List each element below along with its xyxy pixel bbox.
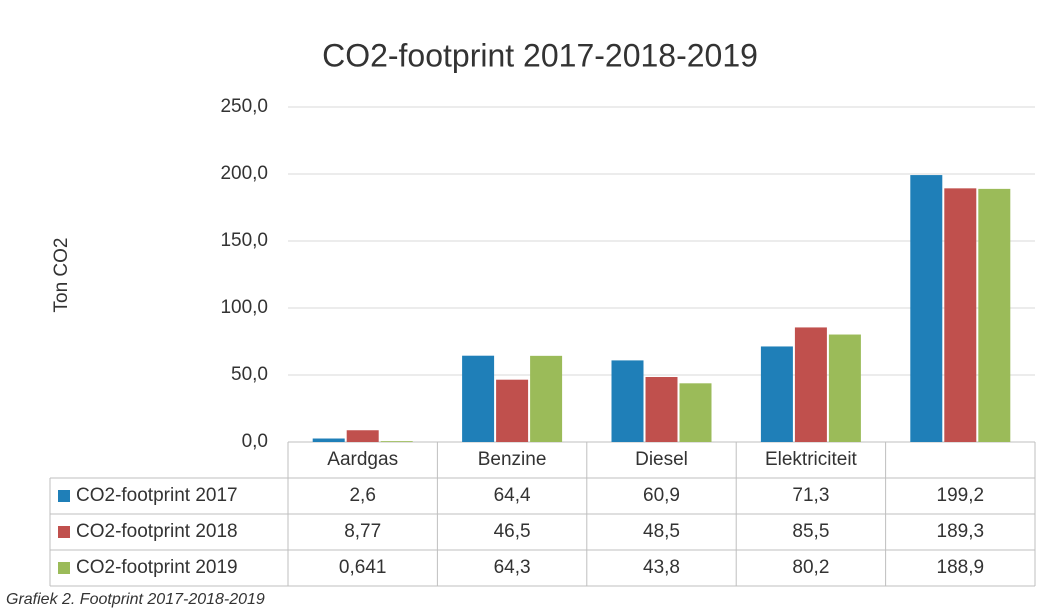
x-tick-label: Elektriciteit — [765, 449, 858, 470]
bar — [312, 438, 345, 442]
table-value: 0,641 — [339, 557, 387, 578]
y-tick-label: 100,0 — [220, 297, 268, 318]
table-value: 43,8 — [643, 557, 680, 578]
y-tick-label: 50,0 — [231, 364, 268, 385]
table-value: 199,2 — [937, 485, 985, 506]
legend-swatch — [58, 562, 70, 574]
bar — [645, 377, 678, 442]
x-tick-label: Aardgas — [327, 449, 398, 470]
table-value: 46,5 — [494, 521, 531, 542]
bar — [828, 334, 861, 442]
bar — [380, 441, 413, 442]
bar — [496, 379, 529, 442]
y-axis-label: Ton CO2 — [51, 238, 72, 313]
y-tick-label: 0,0 — [242, 431, 268, 452]
bar — [611, 360, 644, 442]
bar — [910, 175, 943, 442]
table-value: 60,9 — [643, 485, 680, 506]
y-tick-label: 250,0 — [220, 96, 268, 117]
chart-title: CO2-footprint 2017-2018-2019 — [322, 37, 758, 73]
table-value: 71,3 — [792, 485, 829, 506]
bar — [794, 327, 827, 442]
x-tick-label: Benzine — [478, 449, 547, 470]
bar — [944, 188, 977, 442]
table-value: 64,3 — [494, 557, 531, 578]
table-value: 2,6 — [349, 485, 375, 506]
table-value: 8,77 — [344, 521, 381, 542]
table-value: 85,5 — [792, 521, 829, 542]
table-value: 188,9 — [937, 557, 985, 578]
bar — [462, 355, 495, 442]
table-value: 189,3 — [937, 521, 985, 542]
table-value: 64,4 — [494, 485, 531, 506]
table-value: 80,2 — [792, 557, 829, 578]
bar — [978, 188, 1011, 442]
y-tick-label: 200,0 — [220, 163, 268, 184]
bar — [679, 383, 712, 442]
y-tick-label: 150,0 — [220, 230, 268, 251]
x-tick-label: Diesel — [635, 449, 688, 470]
table-value: 48,5 — [643, 521, 680, 542]
legend-label: CO2-footprint 2018 — [76, 521, 238, 542]
legend-swatch — [58, 526, 70, 538]
legend-swatch — [58, 490, 70, 502]
legend-label: CO2-footprint 2017 — [76, 485, 238, 506]
bar — [346, 430, 379, 442]
caption: Grafiek 2. Footprint 2017-2018-2019 — [6, 591, 265, 608]
legend-label: CO2-footprint 2019 — [76, 557, 238, 578]
bar — [760, 346, 793, 442]
bar — [530, 355, 563, 442]
